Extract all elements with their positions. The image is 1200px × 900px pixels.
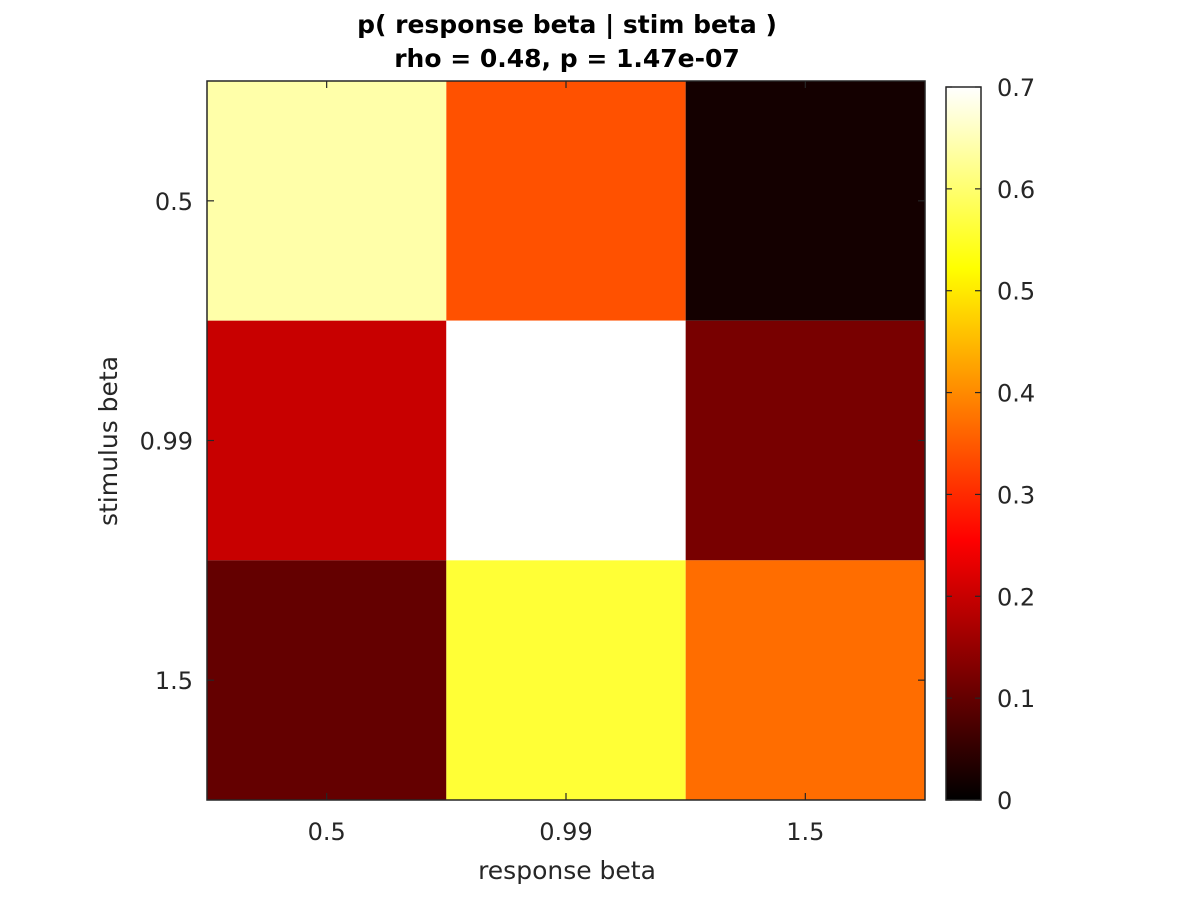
x-tick-label: 0.99 xyxy=(539,818,592,846)
colorbar-frame xyxy=(945,86,982,801)
colorbar-tick-label: 0.3 xyxy=(997,481,1035,509)
heatmap-cell-r3-c3 xyxy=(685,560,925,800)
plot-axes: 0.5 0.99 1.5 0.5 0.99 1.5 xyxy=(140,80,926,846)
colorbar-tick-label: 0 xyxy=(997,787,1012,815)
colorbar-tick-label: 0.1 xyxy=(997,685,1035,713)
heatmap-cell-r2-c1 xyxy=(207,320,447,561)
heatmap-cell-r1-c3 xyxy=(685,81,925,321)
y-axis-label: stimulus beta xyxy=(94,356,123,526)
y-tick-label: 1.5 xyxy=(155,667,193,695)
x-tick-label: 1.5 xyxy=(786,818,824,846)
colorbar-tick-label: 0.4 xyxy=(997,380,1035,408)
colorbar-tick-label: 0.6 xyxy=(997,176,1035,204)
colorbar-gradient xyxy=(946,87,981,800)
heatmap-cells xyxy=(207,81,925,800)
y-tick-label: 0.99 xyxy=(140,428,193,456)
x-tick-label: 0.5 xyxy=(308,818,346,846)
heatmap-cell-r2-c2 xyxy=(446,320,686,561)
heatmap-cell-r3-c2 xyxy=(446,560,686,800)
heatmap-cell-r2-c3 xyxy=(685,320,925,561)
chart-subtitle: rho = 0.48, p = 1.47e-07 xyxy=(394,44,740,73)
colorbar-tick-label: 0.2 xyxy=(997,583,1035,611)
heatmap-cell-r1-c1 xyxy=(207,81,447,321)
heatmap-cell-r1-c2 xyxy=(446,81,686,321)
x-axis-label: response beta xyxy=(478,856,656,885)
heatmap-cell-r3-c1 xyxy=(207,560,447,800)
colorbar-tick-label: 0.7 xyxy=(997,74,1035,102)
y-tick-label: 0.5 xyxy=(155,188,193,216)
chart-title: p( response beta | stim beta ) xyxy=(357,10,777,39)
colorbar: 0 0.1 0.2 0.3 0.4 0.5 0.6 0.7 xyxy=(945,74,1035,815)
colorbar-tick-label: 0.5 xyxy=(997,278,1035,306)
